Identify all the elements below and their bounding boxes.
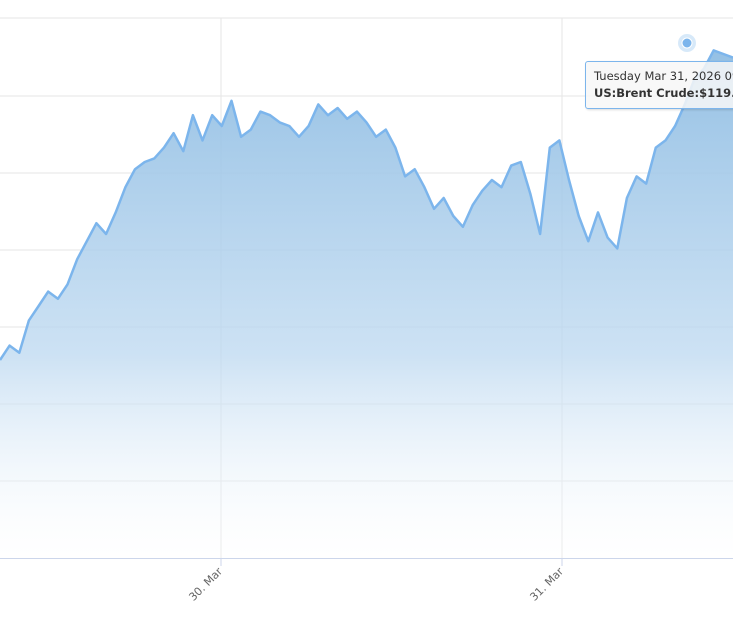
data-point[interactable] [373, 134, 379, 140]
data-point[interactable] [26, 317, 32, 323]
data-point[interactable] [171, 130, 177, 136]
data-point[interactable] [296, 134, 302, 140]
data-point[interactable] [180, 148, 186, 154]
data-point[interactable] [267, 112, 273, 118]
data-point[interactable] [122, 184, 128, 190]
data-point[interactable] [672, 123, 678, 129]
series-line-path[interactable] [0, 49, 733, 361]
data-point[interactable] [421, 184, 427, 190]
tooltip-date: Tuesday Mar 31, 2026 09:5 [594, 69, 733, 83]
data-point[interactable] [547, 145, 553, 151]
data-point[interactable] [576, 213, 582, 219]
data-point[interactable] [450, 213, 456, 219]
data-point[interactable] [412, 166, 418, 172]
data-point[interactable] [663, 137, 669, 143]
data-point[interactable] [45, 289, 51, 295]
data-point[interactable] [556, 137, 562, 143]
data-point[interactable] [200, 137, 206, 143]
data-point[interactable] [113, 209, 119, 215]
data-point[interactable] [479, 188, 485, 194]
data-point[interactable] [489, 177, 495, 183]
data-point[interactable] [238, 134, 244, 140]
data-point[interactable] [364, 119, 370, 125]
data-point[interactable] [103, 231, 109, 237]
data-point[interactable] [277, 119, 283, 125]
tooltip: Tuesday Mar 31, 2026 09:5 US:Brent Crude… [585, 61, 733, 109]
data-point[interactable] [508, 163, 514, 169]
data-point[interactable] [151, 155, 157, 161]
data-point[interactable] [402, 173, 408, 179]
data-point[interactable] [537, 231, 543, 237]
data-point[interactable] [36, 303, 42, 309]
series-line[interactable] [0, 47, 733, 363]
data-point[interactable] [566, 177, 572, 183]
data-point[interactable] [257, 109, 263, 115]
data-point[interactable] [441, 195, 447, 201]
data-point[interactable] [344, 116, 350, 122]
data-point[interactable] [248, 127, 254, 133]
tooltip-value: $119.19 [699, 86, 733, 100]
data-point[interactable] [614, 245, 620, 251]
data-point[interactable] [470, 202, 476, 208]
data-point[interactable] [93, 220, 99, 226]
data-point[interactable] [653, 145, 659, 151]
data-point[interactable] [354, 109, 360, 115]
data-point[interactable] [518, 159, 524, 165]
area-fill [0, 50, 733, 559]
data-point[interactable] [624, 195, 630, 201]
data-point[interactable] [720, 51, 726, 57]
data-point[interactable] [595, 209, 601, 215]
x-axis: 30. Mar 31. Mar [0, 558, 733, 604]
data-point[interactable] [84, 238, 90, 244]
data-point[interactable] [229, 98, 235, 104]
data-point[interactable] [306, 123, 312, 129]
hover-point[interactable] [681, 37, 693, 49]
data-point[interactable] [209, 112, 215, 118]
area-series-fill [0, 50, 733, 559]
data-point[interactable] [142, 159, 148, 165]
data-point[interactable] [55, 296, 61, 302]
data-point[interactable] [65, 281, 71, 287]
data-point[interactable] [460, 224, 466, 230]
data-point[interactable] [392, 145, 398, 151]
tooltip-series: US:Brent Crude:$119.19 [594, 85, 733, 102]
data-point[interactable] [315, 101, 321, 107]
data-point[interactable] [7, 343, 13, 349]
data-point[interactable] [190, 112, 196, 118]
x-tick-label: 31. Mar [527, 565, 566, 604]
data-point[interactable] [74, 256, 80, 262]
data-point[interactable] [16, 350, 22, 356]
data-point[interactable] [286, 123, 292, 129]
data-point[interactable] [585, 238, 591, 244]
data-point[interactable] [634, 173, 640, 179]
data-point[interactable] [161, 145, 167, 151]
hover-marker [678, 34, 696, 52]
data-point[interactable] [711, 47, 717, 53]
data-point[interactable] [132, 166, 138, 172]
data-point[interactable] [383, 127, 389, 133]
data-point[interactable] [528, 191, 534, 197]
data-point[interactable] [325, 112, 331, 118]
data-point[interactable] [431, 206, 437, 212]
data-point[interactable] [643, 181, 649, 187]
tooltip-series-label: US:Brent Crude: [594, 86, 700, 100]
data-point[interactable] [499, 184, 505, 190]
x-tick-label: 30. Mar [186, 565, 225, 604]
data-point[interactable] [219, 123, 225, 129]
data-point[interactable] [605, 235, 611, 241]
data-point[interactable] [335, 105, 341, 111]
